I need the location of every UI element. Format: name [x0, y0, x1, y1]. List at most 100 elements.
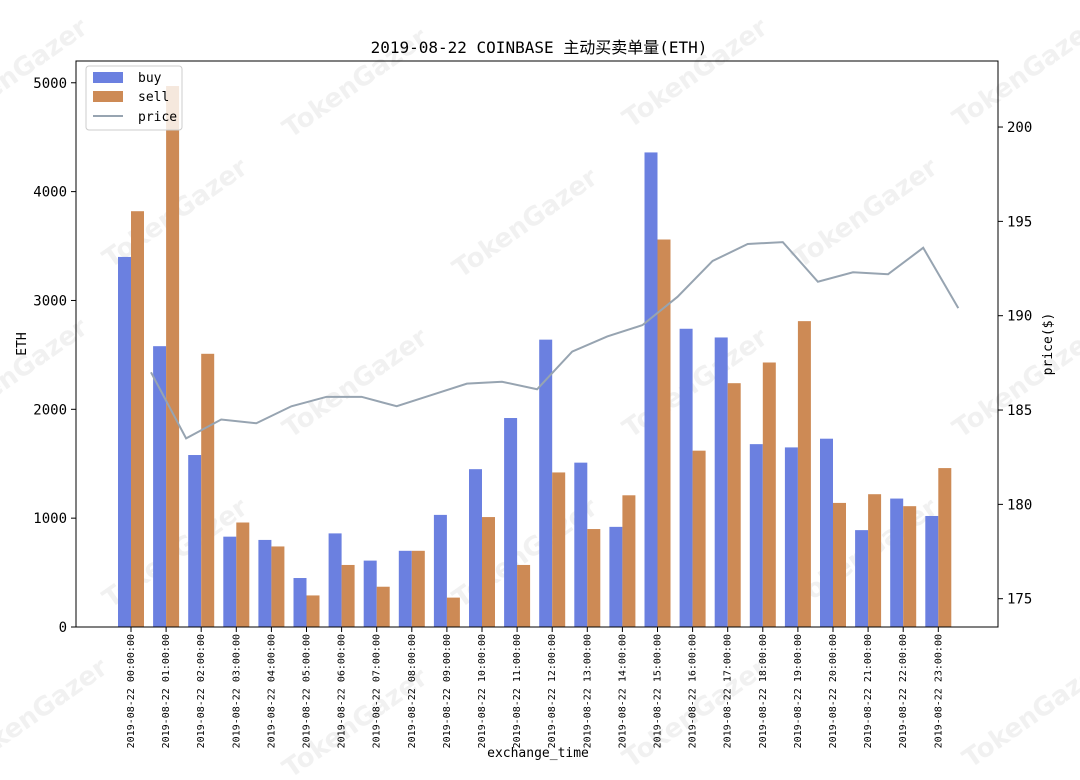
x-axis-label: exchange_time: [487, 746, 589, 761]
bar-sell: [411, 550, 425, 627]
bar-sell: [517, 564, 531, 627]
bar-sell: [938, 468, 952, 627]
bars-layer: [118, 86, 952, 628]
x-tick-label: 2019-08-22 07:00:00: [372, 634, 383, 748]
x-axis: 2019-08-22 00:00:00 2019-08-22 01:00:00 20…: [126, 627, 944, 748]
x-tick-label: 2019-08-22 04:00:00: [266, 634, 277, 748]
watermark-text: TokenGazer: [947, 12, 1080, 134]
x-tick-label: 2019-08-22 20:00:00: [828, 634, 839, 748]
x-tick-label: 2019-08-22 19:00:00: [793, 634, 804, 748]
x-tick-label: 2019-08-22 03:00:00: [231, 634, 242, 748]
bar-sell: [482, 517, 495, 627]
bar-buy: [925, 515, 939, 627]
x-tick-label: 2019-08-22 11:00:00: [512, 634, 523, 748]
watermark-text: TokenGazer: [447, 162, 603, 284]
x-tick-label: 2019-08-22 09:00:00: [442, 634, 453, 748]
bar-sell: [271, 546, 285, 627]
bar-buy: [153, 346, 167, 627]
bar-buy: [363, 560, 377, 627]
bar-buy: [679, 328, 693, 627]
bar-buy: [504, 418, 518, 627]
y-tick-label-left: 4000: [33, 185, 67, 201]
chart-title: 2019-08-22 COINBASE 主动买卖单量(ETH): [371, 38, 708, 57]
bar-buy: [714, 337, 728, 627]
legend-label-buy: buy: [138, 71, 162, 86]
x-tick-label: 2019-08-22 14:00:00: [617, 634, 628, 748]
bar-buy: [258, 539, 272, 627]
bar-sell: [657, 239, 671, 627]
price-line: [150, 241, 960, 440]
legend-label-price: price: [138, 110, 177, 125]
watermark-text: TokenGazer: [617, 322, 773, 444]
y-tick-label-left: 5000: [33, 76, 67, 92]
right-axis: 175 180 185 190 195 200: [998, 120, 1032, 608]
legend-swatch-sell: [93, 91, 123, 102]
bar-buy: [188, 455, 202, 627]
legend-label-sell: sell: [138, 90, 169, 105]
x-tick-label: 2019-08-22 06:00:00: [337, 634, 348, 748]
y-tick-label-right: 180: [1007, 497, 1032, 513]
y-tick-label-left: 0: [59, 620, 67, 636]
x-tick-label: 2019-08-22 23:00:00: [933, 634, 944, 748]
bar-buy: [398, 550, 412, 627]
watermark-text: TokenGazer: [787, 152, 943, 274]
left-axis: 0 1000 2000 3000 4000 5000: [33, 76, 76, 636]
bar-sell: [833, 502, 846, 627]
bar-sell: [131, 211, 144, 627]
bar-buy: [433, 514, 447, 627]
x-tick-label: 2019-08-22 12:00:00: [547, 634, 558, 748]
x-tick-label: 2019-08-22 08:00:00: [407, 634, 418, 748]
bar-buy: [469, 469, 482, 627]
x-tick-label: 2019-08-22 02:00:00: [196, 634, 207, 748]
y-axis-label-right: price($): [1041, 313, 1056, 376]
x-tick-label: 2019-08-22 18:00:00: [758, 634, 769, 748]
bar-sell: [552, 472, 566, 627]
x-tick-label: 2019-08-22 00:00:00: [126, 634, 137, 748]
bar-sell: [376, 586, 390, 627]
y-tick-label-right: 190: [1007, 309, 1032, 325]
bar-buy: [890, 498, 904, 627]
watermark-text: TokenGazer: [957, 652, 1080, 774]
bar-buy: [539, 339, 553, 627]
bar-sell: [587, 529, 601, 627]
y-axis-label-left: ETH: [15, 332, 30, 355]
watermark-text: TokenGazer: [0, 652, 114, 774]
y-tick-label-left: 3000: [33, 293, 67, 309]
watermark-text: TokenGazer: [0, 12, 94, 134]
price-line-layer: [150, 241, 960, 440]
y-tick-label-right: 195: [1007, 214, 1032, 230]
y-tick-label-left: 1000: [33, 511, 67, 527]
bar-buy: [855, 530, 869, 627]
legend-swatch-buy: [93, 72, 123, 83]
bar-sell: [236, 522, 250, 627]
bar-buy: [328, 533, 342, 627]
bar-sell: [797, 321, 811, 627]
x-tick-label: 2019-08-22 13:00:00: [582, 634, 593, 748]
bar-buy: [749, 444, 763, 627]
y-tick-label-right: 185: [1007, 403, 1032, 419]
x-tick-label: 2019-08-22 22:00:00: [898, 634, 909, 748]
watermark-text: TokenGazer: [277, 322, 433, 444]
bar-sell: [903, 506, 917, 627]
bar-buy: [574, 462, 588, 627]
x-tick-label: 2019-08-22 10:00:00: [477, 634, 488, 748]
bar-sell: [306, 595, 320, 627]
y-tick-label-right: 200: [1007, 120, 1032, 136]
x-tick-label: 2019-08-22 05:00:00: [302, 634, 313, 748]
bar-buy: [644, 152, 658, 627]
bar-sell: [201, 353, 215, 627]
x-tick-label: 2019-08-22 01:00:00: [161, 634, 172, 748]
bar-sell: [446, 597, 460, 627]
bar-sell: [341, 564, 355, 627]
legend: buy sell price: [85, 65, 183, 131]
y-tick-label-left: 2000: [33, 402, 67, 418]
plot-frame: [75, 60, 999, 628]
watermark-text: TokenGazer: [617, 12, 773, 134]
bar-buy: [820, 438, 833, 627]
bar-buy: [118, 256, 131, 627]
x-tick-label: 2019-08-22 17:00:00: [723, 634, 734, 748]
bar-sell: [622, 495, 636, 627]
bar-buy: [609, 526, 623, 627]
